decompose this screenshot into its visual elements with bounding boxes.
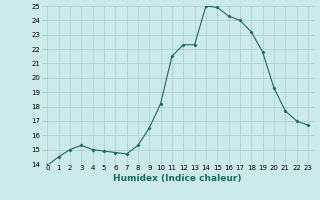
X-axis label: Humidex (Indice chaleur): Humidex (Indice chaleur) (113, 174, 242, 183)
